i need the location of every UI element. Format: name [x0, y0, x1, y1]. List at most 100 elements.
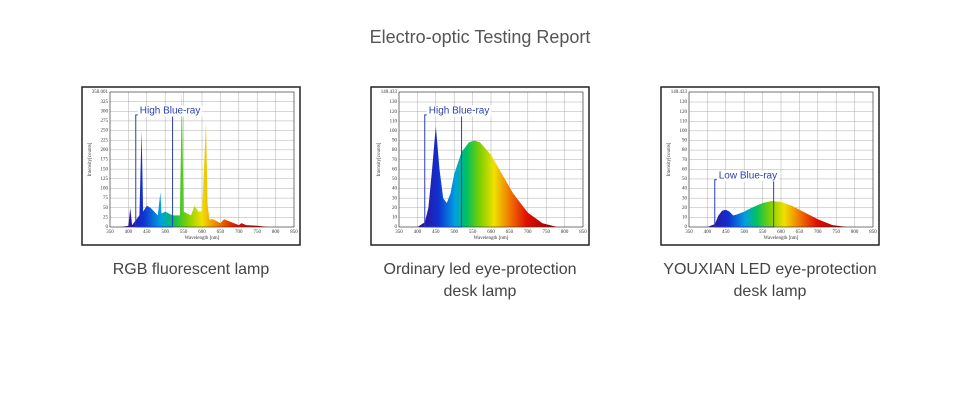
y-tick-label: 70	[392, 158, 398, 163]
x-tick-label: 700	[524, 230, 532, 235]
y-tick-label: 90	[392, 139, 398, 144]
y-tick-label: 100	[390, 129, 398, 134]
x-tick-label: 700	[814, 230, 822, 235]
x-tick-label: 800	[851, 230, 859, 235]
y-tick-label: 140.433	[671, 90, 688, 95]
annotation: High Blue-ray	[429, 106, 490, 117]
y-axis-label: Intensity[counts]	[377, 142, 382, 176]
x-tick-label: 500	[450, 230, 458, 235]
y-tick-label: 80	[682, 148, 688, 153]
y-tick-label: 90	[682, 139, 688, 144]
y-tick-label: 60	[392, 167, 398, 172]
x-tick-label: 400	[414, 230, 422, 235]
y-tick-label: 130	[680, 100, 688, 105]
caption: YOUXIAN LED eye-protection	[663, 261, 876, 278]
y-tick-label: 100	[101, 187, 109, 192]
y-tick-label: 150	[101, 167, 109, 172]
x-tick-label: 350	[106, 230, 114, 235]
x-tick-label: 550	[180, 230, 188, 235]
plot-border	[109, 91, 295, 228]
y-axis-label: Intensity[counts]	[667, 142, 672, 176]
caption: desk lamp	[444, 283, 517, 300]
y-tick-label: 80	[392, 148, 398, 153]
x-tick-label: 650	[796, 230, 804, 235]
x-tick-label: 750	[253, 230, 261, 235]
y-tick-label: 50	[103, 206, 109, 211]
y-tick-label: 10	[392, 216, 398, 221]
x-tick-label: 600	[198, 230, 206, 235]
plot-border	[688, 91, 874, 228]
y-tick-label: 300	[101, 109, 109, 114]
x-tick-label: 650	[217, 230, 225, 235]
y-tick-label: 225	[101, 138, 109, 143]
y-tick-label: 110	[390, 119, 398, 124]
x-axis-label: Wavelength [nm]	[474, 236, 509, 241]
spectrum-area	[707, 201, 848, 227]
annotation-bg	[137, 105, 203, 117]
x-tick-label: 500	[740, 230, 748, 235]
y-tick-label: 70	[682, 158, 688, 163]
y-tick-label: 125	[101, 177, 109, 182]
y-tick-label: 250	[101, 129, 109, 134]
y-tick-label: 120	[680, 110, 688, 115]
x-tick-label: 750	[832, 230, 840, 235]
caption: Ordinary led eye-protection	[384, 261, 577, 278]
y-tick-label: 140.433	[381, 90, 398, 95]
x-tick-label: 350	[395, 230, 403, 235]
x-tick-label: 850	[869, 230, 877, 235]
y-tick-label: 20	[392, 206, 398, 211]
y-tick-label: 275	[101, 119, 109, 124]
x-tick-label: 650	[506, 230, 514, 235]
page-title: Electro-optic Testing Report	[370, 27, 591, 47]
y-tick-label: 120	[390, 110, 398, 115]
y-tick-label: 50	[682, 177, 688, 182]
x-tick-label: 400	[125, 230, 133, 235]
x-tick-label: 800	[272, 230, 280, 235]
x-tick-label: 450	[432, 230, 440, 235]
x-axis-label: Wavelength [nm]	[185, 236, 220, 241]
y-tick-label: 20	[682, 206, 688, 211]
y-tick-label: 75	[103, 196, 109, 201]
y-tick-label: 175	[101, 158, 109, 163]
y-tick-label: 30	[682, 196, 688, 201]
x-tick-label: 550	[759, 230, 767, 235]
caption: RGB fluorescent lamp	[113, 261, 270, 278]
x-tick-label: 450	[722, 230, 730, 235]
y-tick-label: 200	[101, 148, 109, 153]
annotation: High Blue-ray	[140, 106, 201, 117]
x-tick-label: 400	[704, 230, 712, 235]
y-tick-label: 130	[390, 100, 398, 105]
y-tick-label: 0	[395, 225, 398, 230]
y-tick-label: 0	[106, 225, 109, 230]
y-tick-label: 40	[392, 187, 398, 192]
annotation-bg	[426, 105, 492, 117]
x-axis-label: Wavelength [nm]	[764, 236, 799, 241]
x-tick-label: 350	[685, 230, 693, 235]
y-tick-label: 60	[682, 167, 688, 172]
y-tick-label: 110	[680, 119, 688, 124]
x-tick-label: 450	[143, 230, 151, 235]
y-tick-label: 100	[680, 129, 688, 134]
x-tick-label: 600	[777, 230, 785, 235]
y-tick-label: 40	[682, 187, 688, 192]
x-tick-label: 850	[579, 230, 587, 235]
y-tick-label: 30	[392, 196, 398, 201]
x-tick-label: 550	[469, 230, 477, 235]
y-tick-label: 0	[685, 225, 688, 230]
x-tick-label: 500	[161, 230, 169, 235]
x-tick-label: 850	[290, 230, 298, 235]
spectrum-area	[417, 126, 558, 227]
plot-border	[398, 91, 584, 228]
x-tick-label: 750	[542, 230, 550, 235]
annotation: Low Blue-ray	[719, 170, 777, 181]
y-tick-label: 325	[101, 100, 109, 105]
y-tick-label: 10	[682, 216, 688, 221]
y-tick-label: 50	[392, 177, 398, 182]
x-tick-label: 800	[561, 230, 569, 235]
y-axis-label: Intensity[counts]	[88, 142, 93, 176]
annotation-bg	[716, 170, 780, 182]
caption: desk lamp	[734, 283, 807, 300]
y-tick-label: 350.001	[92, 90, 109, 95]
x-tick-label: 700	[235, 230, 243, 235]
